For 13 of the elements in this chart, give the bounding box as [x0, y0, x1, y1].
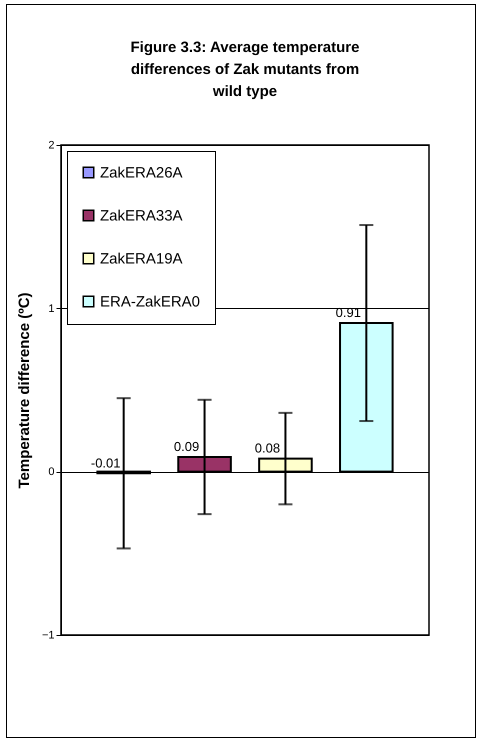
- legend-label: ZakERA26A: [100, 164, 183, 182]
- y-axis-title: Temperature difference (ºC): [16, 292, 33, 489]
- data-label: 0.08: [254, 440, 280, 456]
- y-tick-label: 1: [48, 302, 54, 315]
- legend-label: ZakERA33A: [100, 208, 183, 224]
- data-label: -0.01: [90, 455, 120, 470]
- legend-label: ZakERA19A: [100, 250, 183, 268]
- y-tick-label: 0: [48, 466, 54, 478]
- y-tick-label: −1: [42, 630, 54, 642]
- legend-label: ERA-ZakERA0: [100, 294, 200, 310]
- chart-title: Figure 3.3: Average temperature differences of Zak mutants from wild type: [130, 39, 360, 100]
- data-label: 0.09: [174, 438, 200, 454]
- y-tick-label: 2: [48, 140, 54, 152]
